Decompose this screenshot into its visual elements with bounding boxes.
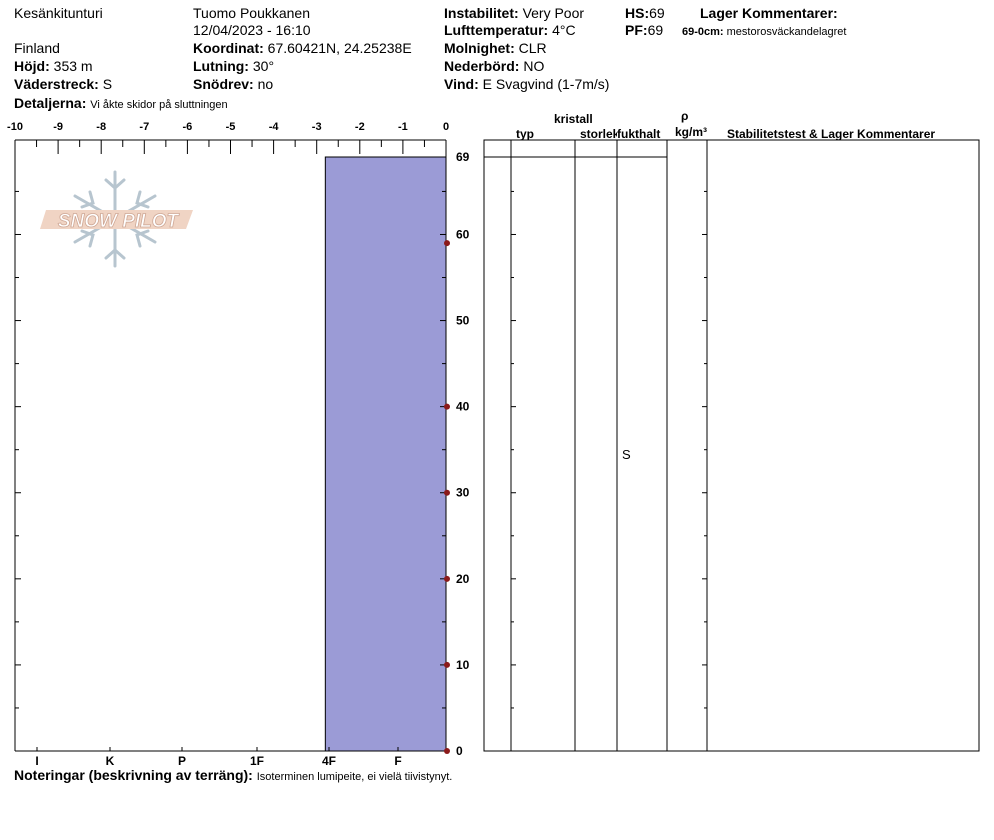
- layer-comment-text: mestorosväckandelagret: [726, 26, 847, 38]
- sky-row: Molnighet: CLR: [444, 40, 547, 56]
- pf-value: 69: [647, 22, 664, 38]
- depth-tick-label: 0: [456, 744, 463, 758]
- slope-row: Lutning: 30°: [193, 58, 274, 74]
- temperature-point: [444, 661, 450, 668]
- instability-row: Instabilitet: Very Poor: [444, 5, 584, 21]
- temp-tick-label: 0: [443, 121, 449, 133]
- temp-tick-label: -2: [355, 121, 365, 133]
- depth-tick-label: 40: [456, 400, 470, 414]
- logo-banner: [40, 210, 193, 229]
- drift-row: Snödrev: no: [193, 76, 273, 92]
- temp-tick-label: -7: [139, 121, 149, 133]
- temp-tick-label: -10: [7, 121, 23, 133]
- layer-comment-row: 69-0cm: mestorosväckandelagret: [682, 24, 846, 40]
- details-label: Detaljerna:: [14, 95, 87, 111]
- hardness-tick-label: 4F: [322, 754, 336, 768]
- temp-tick-label: -1: [398, 121, 408, 133]
- depth-tick-label: 60: [456, 227, 470, 241]
- instability-label: Instabilitet:: [444, 5, 519, 21]
- col-crystal-size-header: storlek: [580, 127, 620, 141]
- snowpilot-logo: SNOW PILOT: [40, 170, 193, 268]
- wind-value: E Svagvind (1-7m/s): [482, 76, 610, 92]
- depth-tick-label: 10: [456, 658, 470, 672]
- wind-label: Vind:: [444, 76, 479, 92]
- observer-name: Tuomo Poukkanen: [193, 5, 310, 21]
- layer-table: S: [483, 139, 980, 752]
- notes-row: Noteringar (beskrivning av terräng): Iso…: [14, 767, 452, 785]
- aspect-label: Väderstreck:: [14, 76, 99, 92]
- temp-tick-label: -6: [183, 121, 193, 133]
- location-name: Kesänkitunturi: [14, 5, 103, 21]
- coords-row: Koordinat: 67.60421N, 24.25238E: [193, 40, 412, 56]
- temperature-point: [444, 403, 450, 410]
- precip-label: Nederbörd:: [444, 58, 520, 74]
- slope-value: 30°: [252, 58, 275, 74]
- depth-tick-label: 30: [456, 486, 470, 500]
- col-crystal-header: kristall: [554, 112, 593, 126]
- temp-tick-label: -4: [269, 121, 280, 133]
- country: Finland: [14, 40, 60, 56]
- elevation-value: 353 m: [53, 58, 93, 74]
- coords-value: 67.60421N, 24.25238E: [267, 40, 412, 56]
- table-frame: [483, 139, 980, 752]
- hs-row: HS:69: [625, 5, 665, 21]
- hardness-tick-label: I: [35, 754, 38, 768]
- depth-tick-label: 69: [456, 150, 470, 164]
- airtemp-value: 4°C: [552, 22, 576, 38]
- airtemp-row: Lufttemperatur: 4°C: [444, 22, 576, 38]
- col-moisture-header: fukthalt: [617, 126, 661, 142]
- notes-value: Isoterminen lumipeite, ei vielä tiivisty…: [256, 771, 453, 783]
- details-value: Vi åkte skidor på sluttningen: [90, 99, 228, 111]
- details-row: Detaljerna: Vi åkte skidor på sluttninge…: [14, 95, 228, 113]
- temperature-point: [444, 489, 450, 496]
- precip-value: NO: [523, 58, 545, 74]
- col-type-header: typ: [516, 127, 534, 141]
- drift-value: no: [257, 76, 274, 92]
- coords-label: Koordinat:: [193, 40, 264, 56]
- temp-tick-label: -9: [53, 121, 63, 133]
- pf-row: PF:69: [625, 22, 663, 38]
- drift-label: Snödrev:: [193, 76, 254, 92]
- col-comments-header: Stabilitetstest & Lager Kommentarer: [727, 127, 936, 141]
- temp-tick-label: -3: [312, 121, 322, 133]
- temp-tick-label: -5: [226, 121, 236, 133]
- temp-tick-label: -8: [96, 121, 106, 133]
- elevation-label: Höjd:: [14, 58, 50, 74]
- hardness-tick-label: 1F: [250, 754, 264, 768]
- moisture-value: S: [622, 447, 631, 462]
- instability-value: Very Poor: [522, 5, 585, 21]
- temperature-point: [444, 748, 450, 754]
- pf-label: PF:: [625, 22, 648, 38]
- layer-comment-depth: 69-0cm:: [682, 26, 724, 38]
- col-density-unit-header: kg/m³: [675, 125, 708, 139]
- aspect-value: S: [102, 76, 113, 92]
- temperature-point: [444, 240, 450, 247]
- logo-text: SNOW PILOT: [58, 211, 180, 232]
- wind-row: Vind: E Svagvind (1-7m/s): [444, 76, 609, 92]
- hs-label: HS:: [625, 5, 650, 21]
- airtemp-label: Lufttemperatur:: [444, 22, 549, 38]
- layer-comments-title: Lager Kommentarer:: [700, 5, 838, 21]
- sky-label: Molnighet:: [444, 40, 515, 56]
- slope-label: Lutning:: [193, 58, 249, 74]
- depth-tick-label: 50: [456, 314, 470, 328]
- sky-value: CLR: [518, 40, 547, 56]
- hardness-tick-label: F: [394, 754, 401, 768]
- hardness-tick-label: P: [178, 754, 186, 768]
- precip-row: Nederbörd: NO: [444, 58, 544, 74]
- elevation-row: Höjd: 353 m: [14, 58, 93, 74]
- col-rho-header: ρ: [681, 109, 689, 123]
- hardness-layer-bar: [324, 156, 447, 752]
- hs-value: 69: [649, 5, 665, 21]
- depth-tick-label: 20: [456, 572, 470, 586]
- observation-datetime: 12/04/2023 - 16:10: [193, 22, 311, 38]
- temperature-point: [444, 575, 450, 582]
- aspect-row: Väderstreck: S: [14, 76, 112, 92]
- notes-label: Noteringar (beskrivning av terräng):: [14, 767, 253, 783]
- hardness-tick-label: K: [106, 754, 115, 768]
